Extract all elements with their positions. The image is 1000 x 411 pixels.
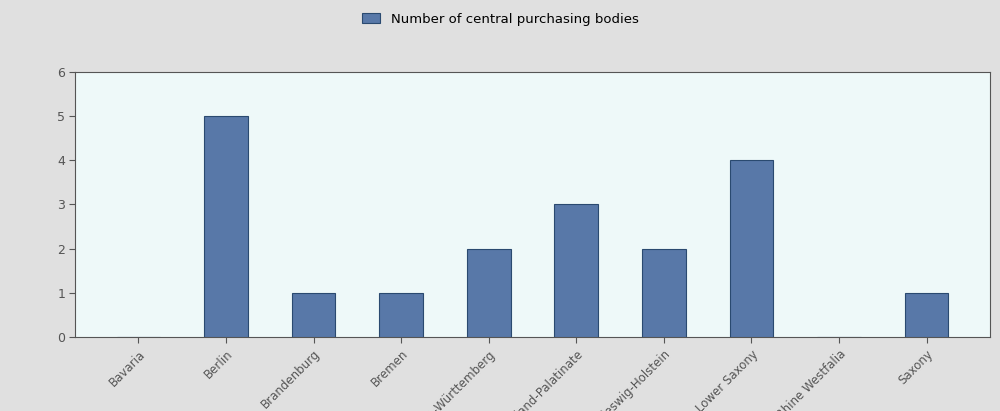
Bar <box>730 160 773 337</box>
Bar <box>905 293 948 337</box>
Bar <box>204 116 248 337</box>
Bar <box>379 293 423 337</box>
Legend: Number of central purchasing bodies: Number of central purchasing bodies <box>362 13 638 26</box>
Bar <box>554 205 598 337</box>
Bar <box>467 249 511 337</box>
Bar <box>642 249 686 337</box>
Bar <box>292 293 335 337</box>
